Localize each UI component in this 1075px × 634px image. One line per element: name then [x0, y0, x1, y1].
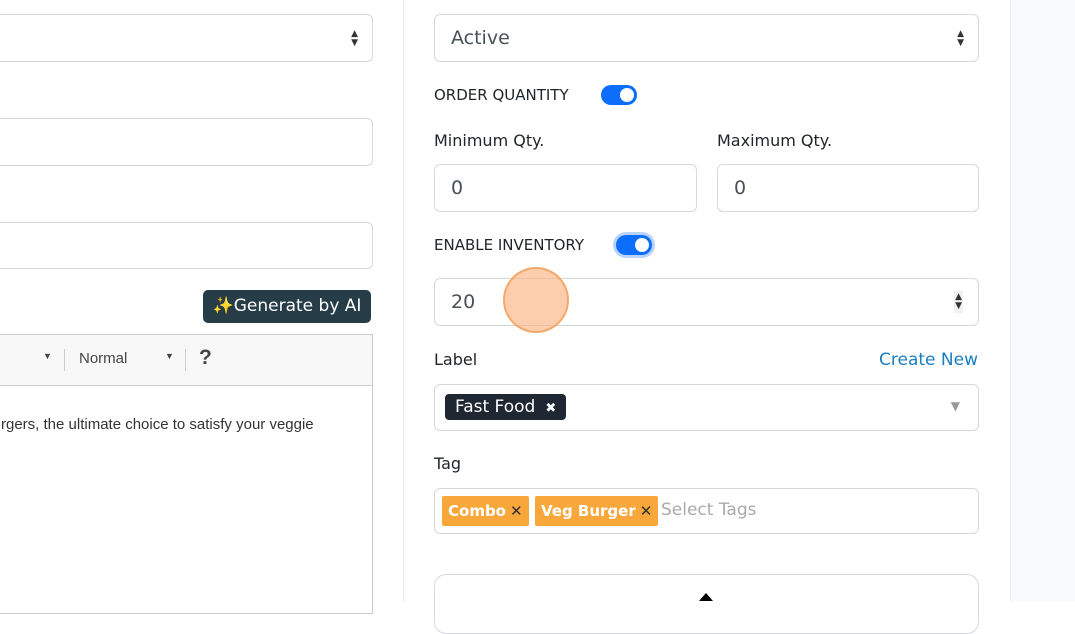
editor-toolbar: ▼ Normal ▼ ? — [0, 335, 372, 386]
number-spinner[interactable]: ▲ ▼ — [954, 291, 963, 313]
remove-chip-icon[interactable]: ✖ — [545, 401, 557, 416]
remove-tag-icon[interactable]: ✕ — [510, 502, 523, 520]
tag-chip: Combo ✕ — [442, 496, 529, 526]
upload-box[interactable] — [434, 574, 979, 634]
create-new-link[interactable]: Create New — [879, 350, 978, 370]
click-indicator — [503, 267, 569, 333]
column-divider — [403, 0, 404, 601]
help-button[interactable]: ? — [199, 346, 212, 369]
generate-by-ai-button[interactable]: ✨Generate by AI — [203, 290, 371, 323]
status-select[interactable]: Active ▲ ▼ — [434, 14, 979, 62]
format-dropdown[interactable]: Normal — [79, 350, 128, 367]
font-dropdown-caret[interactable]: ▼ — [43, 351, 52, 361]
label-chip: Fast Food ✖ — [445, 394, 567, 420]
min-qty-label: Minimum Qty. — [434, 131, 545, 150]
tag-select[interactable]: Combo ✕ Veg Burger ✕ Select Tags — [434, 488, 979, 534]
label-select[interactable]: Fast Food ✖ ▼ — [434, 384, 979, 431]
remove-tag-icon[interactable]: ✕ — [639, 502, 653, 520]
max-qty-input[interactable]: 0 — [717, 164, 979, 212]
enable-inventory-label: ENABLE INVENTORY — [434, 236, 585, 254]
min-qty-input[interactable]: 0 — [434, 164, 697, 212]
left-select[interactable]: ▲ ▼ — [0, 14, 373, 62]
select-arrows-icon: ▲ ▼ — [957, 29, 964, 48]
order-quantity-label: ORDER QUANTITY — [434, 86, 569, 104]
enable-inventory-toggle[interactable] — [616, 235, 652, 255]
toolbar-separator — [185, 349, 186, 371]
tag-field-label: Tag — [434, 454, 462, 473]
max-qty-label: Maximum Qty. — [717, 131, 833, 150]
tag-search-input[interactable]: Select Tags — [661, 500, 757, 520]
order-quantity-toggle[interactable] — [601, 85, 637, 105]
page-right-gutter — [1010, 0, 1075, 601]
upload-arrow-icon — [699, 593, 713, 601]
sparkles-icon: ✨ — [212, 296, 234, 316]
editor: ▼ Normal ▼ ? rgers, the ultimate choice … — [0, 334, 373, 614]
toolbar-separator — [64, 349, 65, 371]
select-arrows-icon: ▲ ▼ — [351, 29, 358, 48]
left-input-2[interactable] — [0, 222, 373, 269]
left-input-1[interactable] — [0, 118, 373, 166]
label-field-label: Label — [434, 350, 478, 369]
editor-content[interactable]: rgers, the ultimate choice to satisfy yo… — [1, 416, 314, 433]
dropdown-caret-icon[interactable]: ▼ — [950, 399, 960, 413]
tag-chip: Veg Burger ✕ — [535, 496, 659, 526]
format-dropdown-caret[interactable]: ▼ — [165, 351, 174, 361]
